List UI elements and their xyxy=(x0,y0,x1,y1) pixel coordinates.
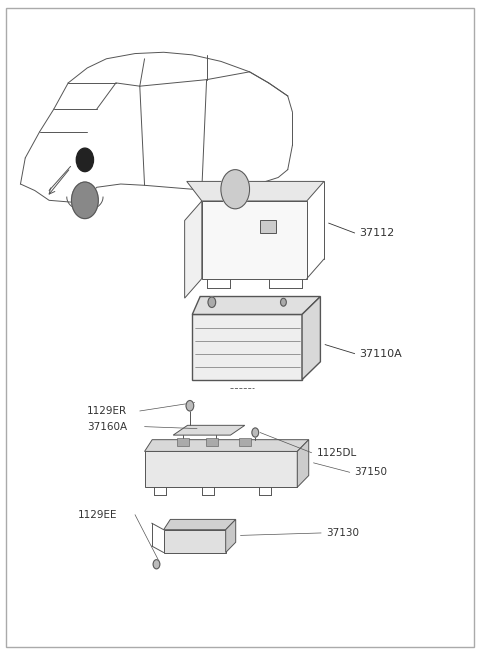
Polygon shape xyxy=(302,297,321,380)
Polygon shape xyxy=(144,440,309,451)
Text: 37150: 37150 xyxy=(355,467,387,477)
Text: 1129ER: 1129ER xyxy=(87,406,127,416)
Polygon shape xyxy=(192,314,302,380)
Polygon shape xyxy=(226,519,236,553)
Polygon shape xyxy=(192,297,321,314)
Circle shape xyxy=(252,428,259,437)
Text: 37130: 37130 xyxy=(326,528,359,538)
Text: 1125DL: 1125DL xyxy=(316,448,357,458)
Bar xyxy=(177,438,189,446)
Bar xyxy=(205,438,217,446)
Text: 37110A: 37110A xyxy=(360,348,402,358)
Polygon shape xyxy=(173,425,245,435)
Polygon shape xyxy=(202,201,307,278)
Text: 37160A: 37160A xyxy=(87,422,127,432)
Text: 1129EE: 1129EE xyxy=(78,510,117,519)
Polygon shape xyxy=(185,201,202,298)
Circle shape xyxy=(153,559,160,569)
Circle shape xyxy=(76,148,94,172)
Polygon shape xyxy=(164,530,226,553)
Bar xyxy=(239,438,251,446)
Polygon shape xyxy=(164,519,236,530)
Circle shape xyxy=(72,182,98,219)
Circle shape xyxy=(281,298,286,306)
Bar xyxy=(260,220,276,233)
Text: 37112: 37112 xyxy=(360,228,395,238)
Polygon shape xyxy=(187,181,324,201)
Polygon shape xyxy=(144,451,297,487)
Polygon shape xyxy=(297,440,309,487)
Circle shape xyxy=(208,297,216,307)
Circle shape xyxy=(221,170,250,209)
Circle shape xyxy=(186,401,194,411)
